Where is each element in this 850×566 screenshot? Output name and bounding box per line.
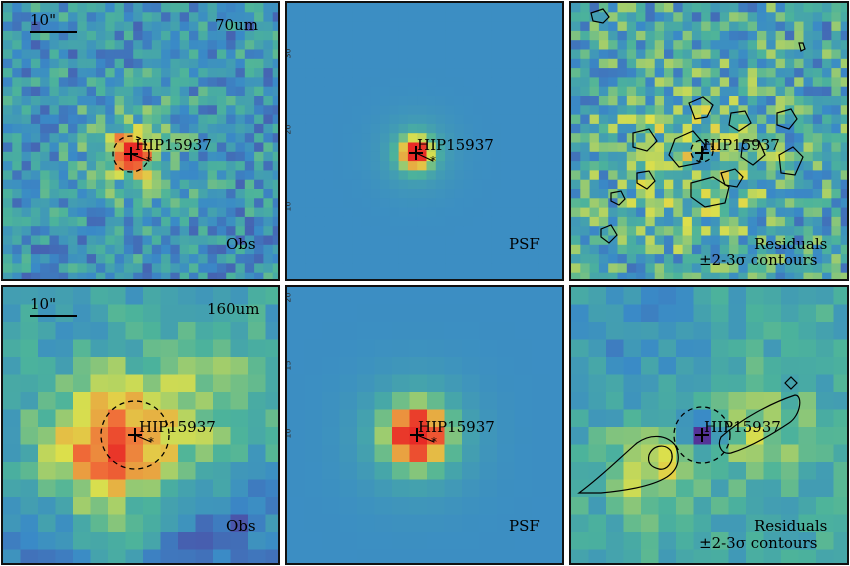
- panel-contour-label: ±2-3σ contours: [699, 534, 818, 552]
- band-label: 160um: [207, 300, 260, 318]
- scale-bar-line: [30, 31, 77, 33]
- panel-type-label: Residuals: [754, 235, 828, 253]
- panel-160um-obs: 10" 160um * HIP15937 Obs: [1, 285, 280, 565]
- scale-bar-label: 10": [30, 295, 56, 313]
- source-name: HIP15937: [704, 418, 781, 436]
- panel-160um-psf: * HIP15937 PSF 20 15 10: [285, 285, 564, 565]
- source-name: HIP15937: [139, 418, 216, 436]
- panel-type-label: Obs: [226, 235, 256, 253]
- panel-type-label: Obs: [226, 517, 256, 535]
- tick-label: 15: [285, 360, 293, 371]
- source-name: HIP15937: [417, 136, 494, 154]
- panel-160um-residuals: HIP15937 Residuals ±2-3σ contours: [569, 285, 849, 565]
- map-160um-obs: [3, 287, 278, 563]
- panel-type-label: PSF: [509, 235, 540, 253]
- source-name: HIP15937: [418, 418, 495, 436]
- scale-bar-label: 10": [30, 11, 56, 29]
- panel-type-label: Residuals: [754, 517, 828, 535]
- tick-label: 20: [285, 124, 293, 135]
- source-name: HIP15937: [703, 136, 780, 154]
- panel-70um-residuals: HIP15937 Residuals ±2-3σ contours: [569, 1, 849, 281]
- panel-type-label: PSF: [509, 517, 540, 535]
- panel-70um-psf: * HIP15937 PSF 30 20 10: [285, 1, 564, 281]
- band-label: 70um: [215, 16, 258, 34]
- scale-bar-line: [30, 315, 77, 317]
- tick-label: 10: [285, 428, 293, 439]
- panel-contour-label: ±2-3σ contours: [699, 251, 818, 269]
- map-70um-obs: [3, 3, 278, 279]
- map-70um-psf: [287, 3, 562, 279]
- tick-label: 30: [285, 48, 293, 59]
- source-name: HIP15937: [135, 136, 212, 154]
- tick-label: 20: [285, 292, 293, 303]
- panel-70um-obs: 10" 70um * HIP15937 Obs: [1, 1, 280, 281]
- map-160um-psf: [287, 287, 562, 563]
- tick-label: 10: [285, 201, 293, 212]
